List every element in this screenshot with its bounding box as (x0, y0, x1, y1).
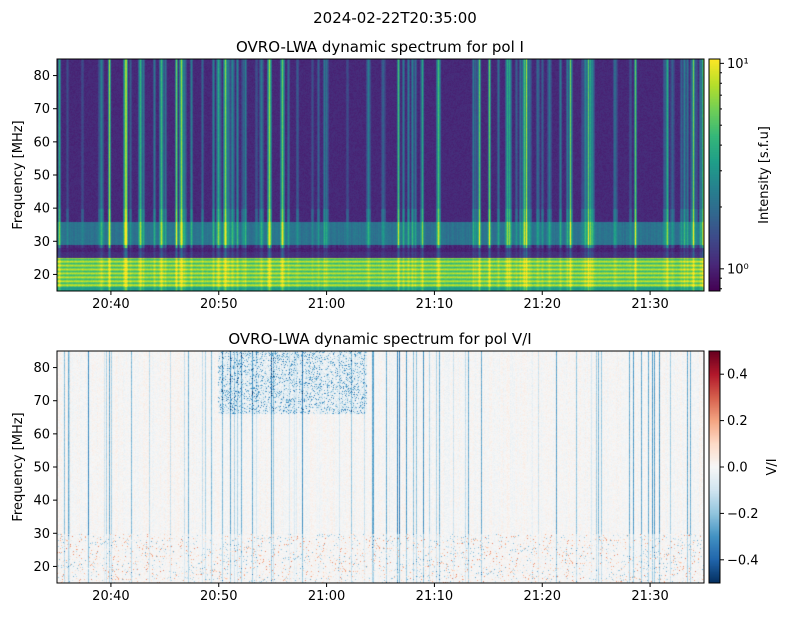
colorbar-tick-label: 10¹ (727, 57, 749, 72)
panel-pol-v-over-i-xaxis: 20:40 20:50 21:00 21:10 21:20 21:30 (92, 583, 669, 604)
y-tick-label: 40 (33, 494, 50, 509)
heatmap-pol-v-over-i-canvas (57, 351, 704, 583)
colorbar-tick-label: −0.4 (727, 553, 759, 568)
colorbar-pol-i-frame (708, 58, 721, 292)
x-tick-label: 21:20 (524, 297, 561, 312)
colorbar-pol-i-ticks: 10⁰ 10¹ (720, 57, 749, 290)
colorbar-pol-i-label: Intensity [s.f.u] (757, 126, 772, 224)
panel-pol-i-heatmap (57, 59, 704, 291)
y-tick-label: 50 (33, 461, 50, 476)
x-tick-label: 21:30 (631, 589, 668, 604)
y-tick-label: 80 (33, 69, 50, 84)
panel-pol-i-title: OVRO-LWA dynamic spectrum for pol I (236, 38, 524, 56)
y-tick-label: 40 (33, 202, 50, 217)
colorbar-tick-label: 10⁰ (727, 262, 749, 277)
x-tick-label: 21:10 (416, 297, 453, 312)
panel-pol-v-over-i-ylabel: Frequency [MHz] (11, 412, 26, 521)
x-tick-label: 21:00 (308, 589, 345, 604)
y-tick-label: 70 (33, 102, 50, 117)
heatmap-pol-i-canvas (57, 59, 704, 291)
y-tick-label: 30 (33, 235, 50, 250)
colorbar-pol-v-over-i-ticks: 0.4 0.2 0.0 −0.2 −0.4 (720, 368, 759, 568)
panel-pol-v-over-i: OVRO-LWA dynamic spectrum for pol V/I 20… (11, 330, 780, 604)
y-tick-label: 60 (33, 427, 50, 442)
panel-pol-v-over-i-yaxis: 20 30 40 50 60 70 80 (33, 361, 57, 575)
x-tick-label: 21:00 (308, 297, 345, 312)
colorbar-tick-label: 0.0 (727, 461, 748, 476)
x-tick-label: 20:50 (200, 589, 237, 604)
y-tick-label: 20 (33, 560, 50, 575)
panel-pol-i-yaxis: 20 30 40 50 60 70 80 (33, 69, 57, 283)
y-tick-label: 50 (33, 169, 50, 184)
y-tick-label: 70 (33, 394, 50, 409)
colorbar-pol-i-gradient (709, 59, 720, 291)
panel-pol-v-over-i-heatmap (57, 351, 704, 583)
colorbar-pol-v-over-i-label: V/I (765, 458, 780, 475)
colorbar-pol-v-over-i: 0.4 0.2 0.0 −0.2 −0.4 V/I (708, 350, 780, 584)
x-tick-label: 21:10 (416, 589, 453, 604)
colorbar-pol-v-over-i-gradient (709, 351, 720, 583)
y-tick-label: 80 (33, 361, 50, 376)
x-tick-label: 21:30 (631, 297, 668, 312)
panel-pol-v-over-i-title: OVRO-LWA dynamic spectrum for pol V/I (228, 330, 531, 348)
x-tick-label: 21:20 (524, 589, 561, 604)
figure-title: 2024-02-22T20:35:00 (313, 9, 477, 27)
panel-pol-i-ylabel: Frequency [MHz] (11, 120, 26, 229)
colorbar-pol-i: 10⁰ 10¹ Intensity [s.f.u] (708, 57, 772, 292)
y-tick-label: 30 (33, 527, 50, 542)
x-tick-label: 20:40 (92, 297, 129, 312)
colorbar-tick-label: 0.2 (727, 414, 748, 429)
colorbar-tick-label: 0.4 (727, 368, 748, 383)
panel-pol-i: OVRO-LWA dynamic spectrum for pol I 20:4… (11, 38, 772, 312)
colorbar-tick-label: −0.2 (727, 507, 759, 522)
y-tick-label: 20 (33, 268, 50, 283)
x-tick-label: 20:50 (200, 297, 237, 312)
y-tick-label: 60 (33, 135, 50, 150)
panel-pol-i-xaxis: 20:40 20:50 21:00 21:10 21:20 21:30 (92, 291, 669, 312)
x-tick-label: 20:40 (92, 589, 129, 604)
